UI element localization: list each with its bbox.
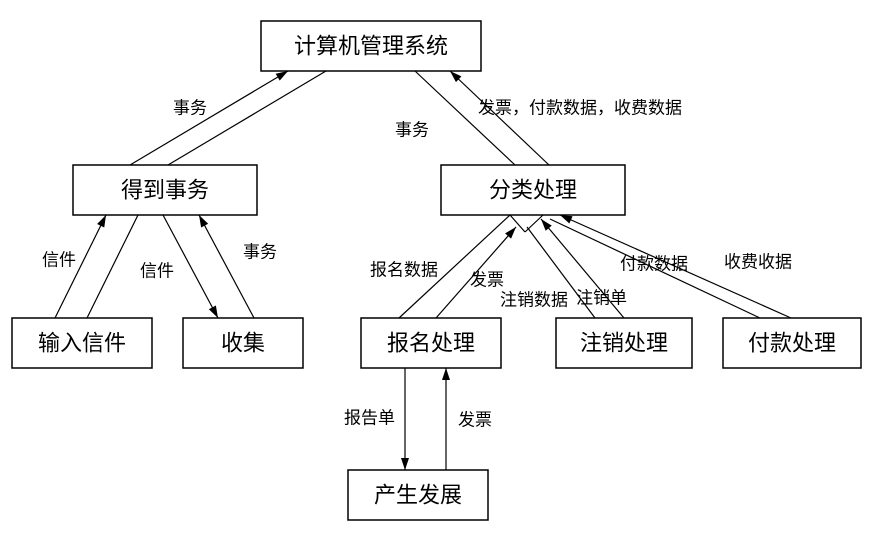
arrowhead-icon <box>442 368 450 380</box>
edge-label: 事务 <box>243 243 277 262</box>
node-pay: 付款处理 <box>723 318 861 368</box>
edge-label: 注销单 <box>576 289 627 308</box>
node-label: 注销处理 <box>580 331 668 356</box>
arrowhead-icon <box>97 215 106 228</box>
node-cancel: 注销处理 <box>556 318 692 368</box>
node-label: 得到事务 <box>121 178 209 203</box>
node-classify: 分类处理 <box>441 165 625 215</box>
flowchart-diagram: 事务事务发票，付款数据，收费数据信件信件事务报名数据发票注销数据注销单付款数据收… <box>0 0 877 533</box>
edge-label: 事务 <box>395 121 429 140</box>
edge-label: 报告单 <box>344 409 395 428</box>
arrowhead-icon <box>560 215 573 224</box>
arrowhead-icon <box>209 306 218 318</box>
edge-label: 发票 <box>458 411 492 430</box>
node-root: 计算机管理系统 <box>261 21 481 71</box>
edge <box>168 71 326 165</box>
node-label: 收集 <box>221 331 265 356</box>
node-produce: 产生发展 <box>348 470 488 520</box>
node-label: 计算机管理系统 <box>294 34 448 59</box>
edge <box>87 215 138 318</box>
edge: 发票，付款数据，收费数据 <box>450 71 682 165</box>
edge-label: 发票 <box>470 271 504 290</box>
edge-label: 报名数据 <box>370 261 438 280</box>
edge: 事务 <box>199 215 277 318</box>
edges-layer: 事务事务发票，付款数据，收费数据信件信件事务报名数据发票注销数据注销单付款数据收… <box>42 71 792 470</box>
edge: 报名数据 <box>370 215 510 318</box>
arrowhead-icon <box>276 71 288 81</box>
node-label: 输入信件 <box>38 331 126 356</box>
edge: 发票 <box>442 368 492 470</box>
node-get: 得到事务 <box>73 165 257 215</box>
edge-label: 收费收据 <box>724 253 792 272</box>
node-signup: 报名处理 <box>361 318 501 368</box>
node-label: 分类处理 <box>489 178 577 203</box>
node-label: 付款处理 <box>748 331 836 356</box>
edge-label: 信件 <box>140 262 174 281</box>
edge: 信件 <box>140 215 218 318</box>
arrowhead-icon <box>199 215 208 227</box>
arrowhead-icon <box>401 458 409 470</box>
edge-label: 发票，付款数据，收费数据 <box>478 99 682 118</box>
edge-label: 事务 <box>173 99 207 118</box>
edge <box>525 215 543 232</box>
edge-label: 信件 <box>42 251 76 270</box>
node-collect: 收集 <box>183 318 303 368</box>
node-input: 输入信件 <box>12 318 152 368</box>
edge: 信件 <box>42 215 106 318</box>
node-label: 产生发展 <box>374 483 462 508</box>
edge: 事务 <box>130 71 288 165</box>
edge: 报告单 <box>344 368 409 470</box>
node-label: 报名处理 <box>387 331 475 356</box>
edge-label: 注销数据 <box>500 291 568 310</box>
edge: 事务 <box>395 71 515 165</box>
